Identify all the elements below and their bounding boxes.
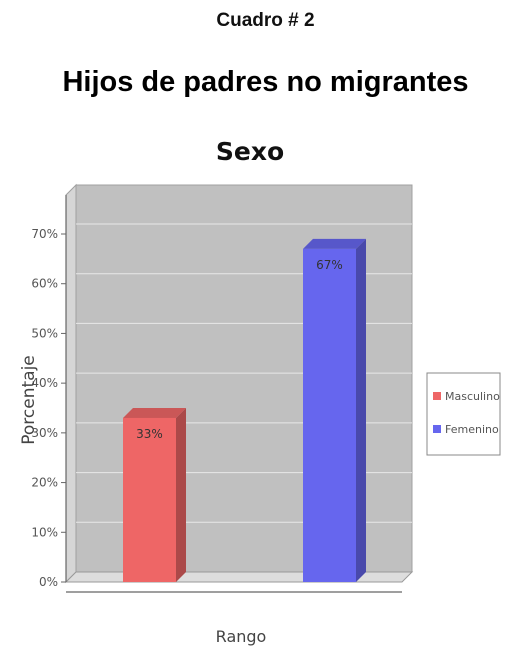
plot-left-wall: [65, 183, 77, 584]
y-tick-label: 70%: [31, 227, 58, 241]
legend-swatch-masculino: [433, 392, 441, 400]
cuadro-label: Cuadro # 2: [216, 10, 315, 31]
legend-label-femenino: Femenino: [445, 423, 499, 436]
y-tick-label: 20%: [31, 476, 58, 490]
legend-label-masculino: Masculino: [445, 390, 500, 403]
y-tick-label: 50%: [31, 326, 58, 340]
y-axis-title: Porcentaje: [19, 355, 39, 445]
page-heading: Hijos de padres no migrantes: [62, 66, 469, 98]
data-label-masculino: 33%: [136, 427, 163, 441]
y-tick-label: 30%: [31, 426, 58, 440]
bar-top-femenino: [303, 238, 366, 249]
y-tick-label: 0%: [39, 575, 58, 589]
data-label-femenino: 67%: [316, 258, 343, 272]
bar-chart: Sexo 0% 10% 20% 30% 40% 50% 60% 70% 33% 67% Porc…: [19, 137, 501, 646]
bar-side-masculino: [176, 407, 186, 582]
bar-femenino: [303, 248, 356, 582]
bar-top-masculino: [123, 407, 186, 418]
legend-swatch-femenino: [433, 425, 441, 433]
legend-box: [426, 372, 501, 456]
x-axis-title: Rango: [216, 627, 267, 646]
legend: Masculino Femenino: [426, 372, 501, 456]
bar-side-femenino: [356, 238, 366, 582]
y-tick-label: 60%: [31, 277, 58, 291]
bar-masculino: [123, 417, 176, 582]
y-tick-label: 10%: [31, 525, 58, 539]
y-tick-label: 40%: [31, 376, 58, 390]
chart-title: Sexo: [216, 137, 284, 166]
